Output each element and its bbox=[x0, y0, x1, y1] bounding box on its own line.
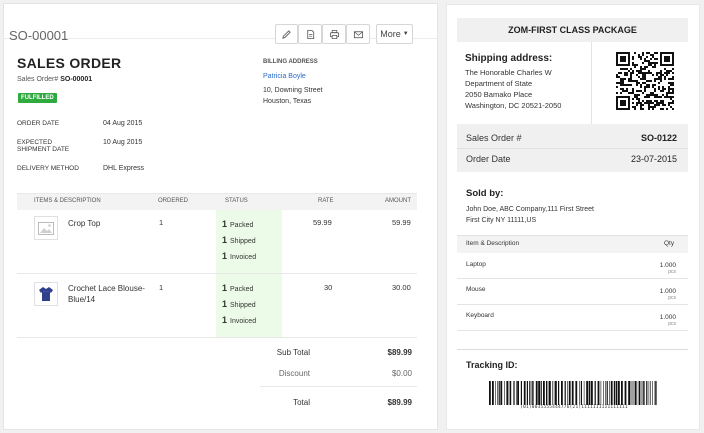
package-title: ZOM-FIRST CLASS PACKAGE bbox=[457, 18, 688, 42]
pdf-button[interactable] bbox=[298, 24, 322, 44]
label-order-date-value: 23-07-2015 bbox=[630, 154, 677, 164]
item-thumbnail bbox=[34, 282, 58, 306]
item-thumbnail bbox=[34, 216, 58, 240]
delivery-method-value: DHL Express bbox=[103, 165, 144, 172]
label-item-qty: 1.000 pcs bbox=[659, 314, 676, 327]
column-header-ordered: ORDERED bbox=[158, 198, 189, 204]
discount-value: $0.00 bbox=[391, 369, 412, 378]
sales-order-toolbar bbox=[3, 3, 438, 39]
sub-total-label: Sub Total bbox=[276, 348, 310, 357]
qr-code-box bbox=[591, 42, 688, 124]
shipping-address-label: Shipping address: bbox=[465, 53, 553, 64]
label-item-qty: 1.000 pcs bbox=[659, 262, 676, 275]
sold-by-line: John Doe, ABC Company,111 First Street bbox=[466, 206, 595, 213]
row-separator bbox=[17, 273, 417, 274]
tracking-divider bbox=[457, 349, 688, 350]
item-ordered: 1 bbox=[159, 218, 164, 227]
sales-order-number-label: Sales Order# bbox=[17, 76, 59, 83]
expected-shipment-value: 10 Aug 2015 bbox=[103, 139, 143, 146]
status-shipped: 1 Shipped bbox=[222, 299, 256, 309]
shipping-address-line: Department of State bbox=[465, 79, 533, 88]
column-header-status: STATUS bbox=[225, 198, 248, 204]
label-sales-order-label: Sales Order # bbox=[466, 133, 522, 143]
record-id: SO-00001 bbox=[9, 28, 69, 43]
column-header-rate: RATE bbox=[318, 198, 334, 204]
page-title: SALES ORDER bbox=[17, 55, 122, 71]
image-placeholder-icon bbox=[38, 221, 54, 235]
tracking-id-label: Tracking ID: bbox=[466, 360, 518, 370]
sold-by-line: First City NY 11111,US bbox=[466, 217, 537, 224]
label-item-name: Keyboard bbox=[466, 312, 494, 319]
email-button[interactable] bbox=[346, 24, 370, 44]
print-icon bbox=[329, 29, 339, 39]
discount-label: Discount bbox=[278, 369, 310, 378]
status-invoiced: 1 Invoiced bbox=[222, 251, 257, 261]
more-button[interactable]: More ▼ bbox=[376, 24, 413, 44]
edit-button[interactable] bbox=[275, 24, 298, 44]
label-item-separator bbox=[457, 330, 688, 331]
row-separator bbox=[17, 337, 417, 338]
item-name[interactable]: Crochet Lace Blouse- bbox=[68, 284, 145, 293]
label-item-name: Laptop bbox=[466, 261, 486, 268]
label-sales-order-value: SO-0122 bbox=[640, 133, 677, 143]
column-header-items: ITEMS & DESCRIPTION bbox=[34, 198, 101, 204]
order-date-value: 04 Aug 2015 bbox=[103, 120, 143, 127]
billing-address-line: 10, Downing Street bbox=[263, 87, 323, 94]
order-info-separator bbox=[457, 148, 688, 149]
table-header-row bbox=[17, 193, 417, 210]
pdf-icon bbox=[306, 29, 314, 39]
label-items-header-item: Item & Description bbox=[466, 240, 520, 247]
item-amount: 30.00 bbox=[392, 283, 411, 292]
sold-by-label: Sold by: bbox=[466, 188, 504, 199]
billing-address-line: Houston, Texas bbox=[263, 98, 312, 105]
status-packed: 1 Packed bbox=[222, 219, 254, 229]
qr-code-icon bbox=[616, 52, 674, 110]
label-item-separator bbox=[457, 304, 688, 305]
total-value: $89.99 bbox=[387, 398, 412, 407]
status-shipped: 1 Shipped bbox=[222, 235, 256, 245]
barcode-icon bbox=[489, 381, 657, 405]
print-button[interactable] bbox=[322, 24, 346, 44]
status-packed: 1 Packed bbox=[222, 283, 254, 293]
sales-order-number: Sales Order# SO-00001 bbox=[17, 76, 92, 83]
caret-down-icon: ▼ bbox=[402, 31, 409, 37]
totals-separator bbox=[260, 386, 417, 387]
item-name-line2: Blue/14 bbox=[68, 295, 96, 304]
blouse-icon bbox=[39, 287, 53, 301]
shipping-address-line: Washington, DC 20521-2050 bbox=[465, 101, 562, 110]
label-items-header bbox=[457, 235, 688, 253]
sub-total-value: $89.99 bbox=[387, 348, 412, 357]
delivery-method-label: DELIVERY METHOD bbox=[17, 165, 79, 172]
label-order-date-label: Order Date bbox=[466, 154, 511, 164]
shipping-address-line: The Honorable Charles W bbox=[465, 68, 552, 77]
column-header-amount: AMOUNT bbox=[385, 198, 411, 204]
status-badge: FULFILLED bbox=[18, 93, 57, 103]
shipping-address-line: 2050 Bamako Place bbox=[465, 90, 533, 99]
edit-icon bbox=[282, 29, 291, 39]
item-rate: 30 bbox=[324, 283, 333, 292]
billing-address-label: BILLING ADDRESS bbox=[263, 59, 318, 65]
item-amount: 59.99 bbox=[392, 218, 411, 227]
expected-shipment-label-1: EXPECTED bbox=[17, 139, 53, 146]
label-item-name: Mouse bbox=[466, 286, 486, 293]
item-ordered: 1 bbox=[159, 283, 164, 292]
tracking-number: (01)0035555444776(21)1111111111111111 bbox=[520, 405, 628, 410]
label-items-header-qty: Qty bbox=[664, 240, 675, 247]
order-date-label: ORDER DATE bbox=[17, 120, 60, 127]
status-invoiced: 1 Invoiced bbox=[222, 315, 257, 325]
total-label: Total bbox=[293, 398, 310, 407]
item-rate: 59.99 bbox=[313, 218, 332, 227]
billing-name-link[interactable]: Patricia Boyle bbox=[263, 73, 306, 80]
more-label: More bbox=[380, 29, 401, 39]
label-item-separator bbox=[457, 278, 688, 279]
label-item-qty: 1.000 pcs bbox=[659, 288, 676, 301]
sales-order-number-value: SO-00001 bbox=[60, 76, 93, 83]
email-icon bbox=[353, 30, 363, 38]
expected-shipment-label-2: SHIPMENT DATE bbox=[17, 146, 70, 153]
item-name[interactable]: Crop Top bbox=[68, 219, 101, 228]
